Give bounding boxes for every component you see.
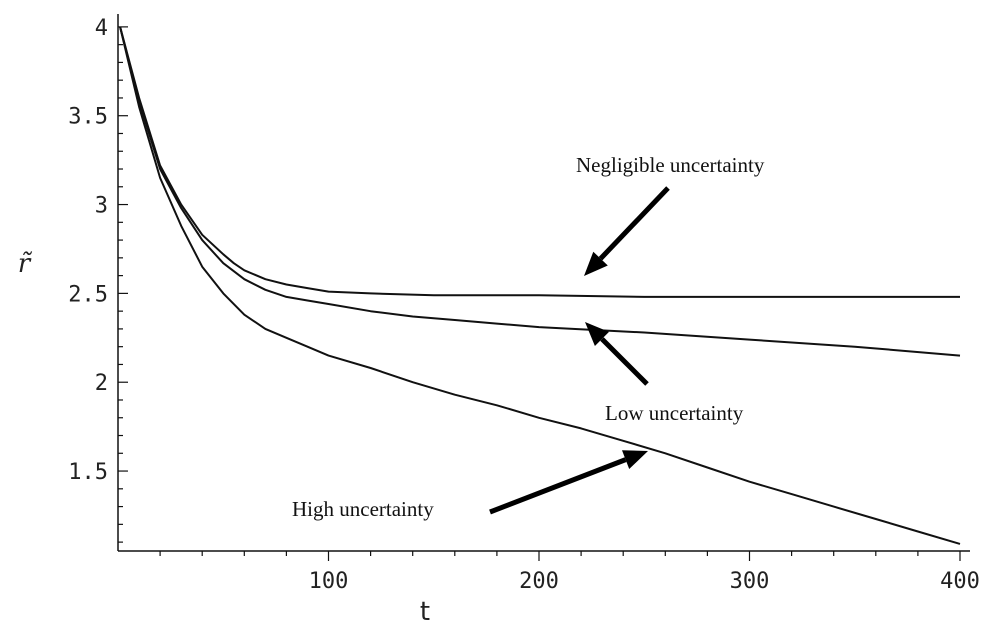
y-tick-label: 3 (95, 194, 108, 219)
x-axis-label: t (420, 597, 430, 627)
series-line-negligible-uncertainty (119, 26, 960, 298)
annotation-low-uncertainty: Low uncertainty (605, 401, 744, 425)
arrow-shaft-high-uncertainty (489, 457, 627, 515)
arrow-head-negligible-uncertainty (584, 251, 608, 276)
series-line-high-uncertainty (119, 26, 961, 545)
series-group (119, 26, 961, 545)
y-tick-label: 2.5 (68, 282, 108, 307)
x-tick-label: 100 (309, 569, 349, 594)
arrow-head-high-uncertainty (622, 450, 648, 469)
axes: 100 200 300 400 1.5 2 2.5 3 3.5 4 (68, 14, 980, 594)
y-tick-label: 2 (95, 371, 108, 396)
y-axis-label: r̃ (18, 249, 33, 279)
arrow-shaft-negligible-uncertainty (598, 186, 670, 261)
x-tick-label: 300 (730, 569, 770, 594)
x-tick-label: 200 (519, 569, 559, 594)
annotation-arrows (489, 186, 670, 515)
y-tick-label: 1.5 (68, 460, 108, 485)
arrow-shaft-low-uncertainty (600, 337, 649, 386)
annotation-high-uncertainty: High uncertainty (292, 497, 434, 521)
annotation-negligible-uncertainty: Negligible uncertainty (576, 153, 765, 177)
y-tick-label: 3.5 (68, 105, 108, 130)
labels: t r̃ Negligible uncertainty Low uncertai… (18, 153, 765, 627)
y-tick-label: 4 (95, 16, 108, 41)
arrow-head-low-uncertainty (585, 322, 609, 346)
x-tick-label: 400 (940, 569, 980, 594)
series-line-low-uncertainty (119, 26, 961, 357)
